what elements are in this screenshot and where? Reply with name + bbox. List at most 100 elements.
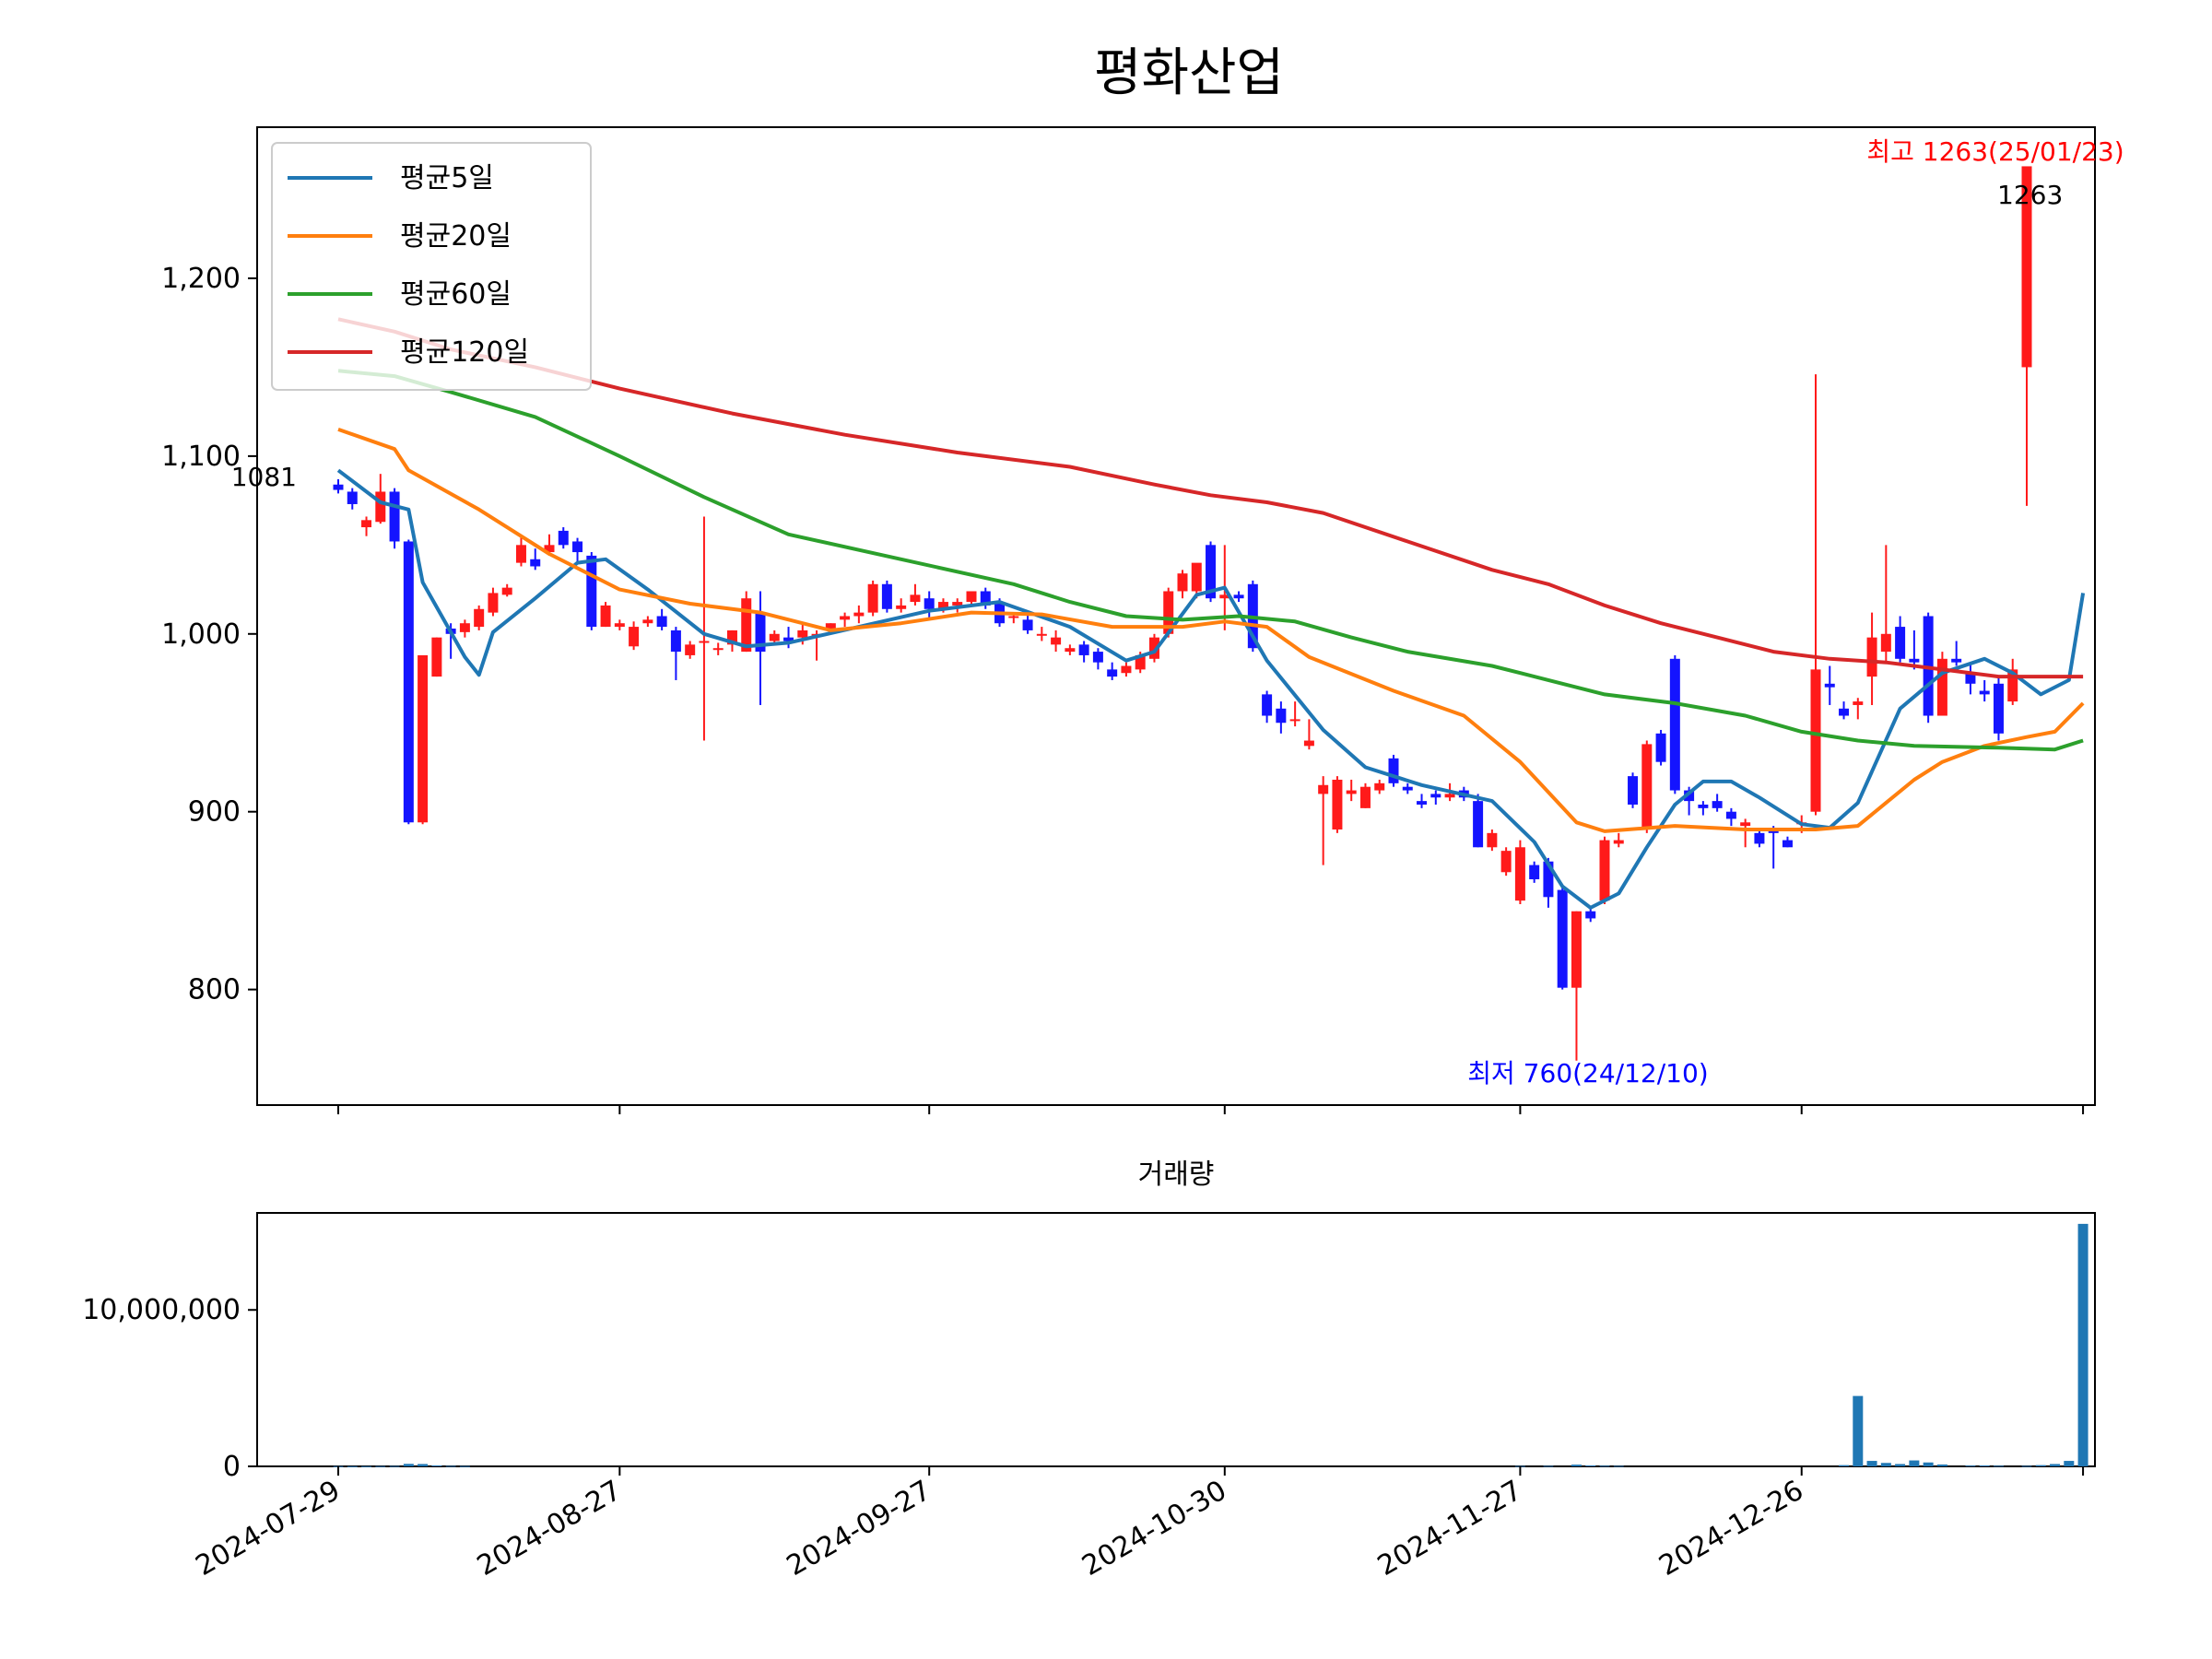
candle-body — [1866, 637, 1877, 677]
volume-bar — [1613, 1465, 1624, 1467]
candle-body — [1684, 790, 1695, 802]
legend: 평균5일 평균20일 평균60일 평균120일 — [271, 142, 592, 391]
volume-bar — [375, 1465, 386, 1467]
price-tick-label: 1,200 — [161, 263, 241, 295]
candle-body — [530, 559, 541, 567]
candle-body — [881, 583, 892, 609]
candle-body — [1318, 784, 1329, 794]
candle-body — [2007, 669, 2018, 702]
price-tick-label: 800 — [188, 974, 241, 1006]
volume-bar — [2077, 1223, 2088, 1466]
volume-bar — [1979, 1465, 1990, 1466]
candle-body — [699, 641, 710, 643]
candle-body — [1557, 889, 1568, 988]
candle-body — [1782, 840, 1793, 848]
candle-body — [389, 491, 400, 542]
candle-body — [952, 602, 963, 606]
volume-bar — [1923, 1462, 1934, 1466]
volume-title: 거래량 — [1138, 1159, 1215, 1191]
candle-body — [1880, 633, 1891, 653]
price-plot: 800 900 1,000 1,100 1,200 1081 1263 최고 1263(… — [161, 126, 2124, 1114]
candle-body — [1698, 804, 1709, 808]
candle-body — [1487, 832, 1498, 848]
volume-bar — [2035, 1465, 2046, 1466]
candle-body — [600, 605, 611, 628]
candle-body — [1262, 694, 1273, 716]
candle-body — [1895, 627, 1906, 659]
legend-label-ma120: 평균120일 — [400, 336, 529, 369]
candle-body — [347, 491, 358, 504]
candle-body — [1599, 840, 1610, 901]
candle-body — [586, 555, 597, 628]
volume-bar — [1839, 1465, 1850, 1466]
candle-body — [712, 648, 724, 651]
candle-body — [1909, 658, 1920, 663]
candle-body — [1065, 648, 1076, 653]
candle-body — [1417, 801, 1428, 805]
volume-bar — [431, 1465, 442, 1466]
candle-body — [1148, 637, 1159, 659]
volume-bar — [1909, 1460, 1920, 1466]
candle-body — [333, 484, 344, 490]
candle-body — [1374, 782, 1385, 791]
candle-body — [1233, 594, 1244, 599]
volume-bar — [2050, 1464, 2061, 1466]
candle-body — [629, 627, 640, 647]
candle-body — [1473, 801, 1484, 848]
candle-body — [515, 545, 526, 563]
volume-bar — [418, 1464, 429, 1466]
candle-body — [1346, 790, 1357, 794]
candle-body — [1036, 633, 1047, 636]
candle-body — [1163, 591, 1174, 634]
volume-bar — [1895, 1464, 1906, 1466]
candle-body — [1585, 911, 1596, 919]
candle-body — [1951, 658, 1962, 663]
candle-body — [1669, 658, 1680, 791]
candle-body — [1444, 794, 1455, 798]
candle-body — [1725, 811, 1736, 819]
ma-line — [337, 317, 2084, 679]
candle-body — [1824, 683, 1835, 688]
chart-title: 평화산업 — [1094, 43, 1284, 103]
candle-body — [1402, 786, 1413, 791]
candle-body — [1628, 776, 1639, 805]
candle-body — [910, 594, 921, 603]
price-tick-label: 1,100 — [161, 441, 241, 473]
candle-body — [1008, 616, 1019, 618]
candle-body — [783, 637, 794, 641]
candle-body — [642, 619, 653, 624]
candle-body — [544, 545, 555, 553]
candle-body — [896, 605, 907, 609]
candle-body — [656, 616, 667, 628]
volume-bar — [1585, 1465, 1596, 1466]
last-close-label: 1263 — [1997, 180, 2063, 210]
candle-body — [488, 593, 499, 613]
candles — [333, 166, 2032, 1061]
candle-body — [1191, 562, 1202, 592]
volume-bar — [1880, 1463, 1891, 1466]
candle-body — [1388, 758, 1399, 783]
candle-body — [1543, 861, 1554, 898]
candle-body — [966, 591, 977, 603]
candle-body — [1022, 619, 1033, 630]
legend-label-ma20: 평균20일 — [400, 220, 512, 253]
candle-body — [937, 602, 948, 609]
price-tick-label: 1,000 — [161, 618, 241, 651]
price-axis: 800 900 1,000 1,100 1,200 — [161, 263, 257, 1006]
candle-body — [867, 583, 878, 613]
candle-body — [1359, 786, 1371, 808]
legend-label-ma60: 평균60일 — [400, 278, 512, 311]
legend-box — [271, 142, 592, 391]
volume-bar — [1936, 1464, 1947, 1466]
candle-body — [572, 541, 583, 553]
candle-body — [1177, 573, 1188, 592]
candle-body — [980, 591, 991, 606]
low-annotation: 최저 760(24/12/10) — [1467, 1058, 1708, 1088]
candle-body — [853, 612, 865, 617]
candle-body — [1712, 801, 1723, 808]
candle-body — [418, 654, 429, 823]
candle-body — [1121, 665, 1132, 674]
candle-body — [459, 623, 470, 632]
volume-bar — [1543, 1465, 1554, 1467]
candle-body — [1092, 652, 1103, 663]
